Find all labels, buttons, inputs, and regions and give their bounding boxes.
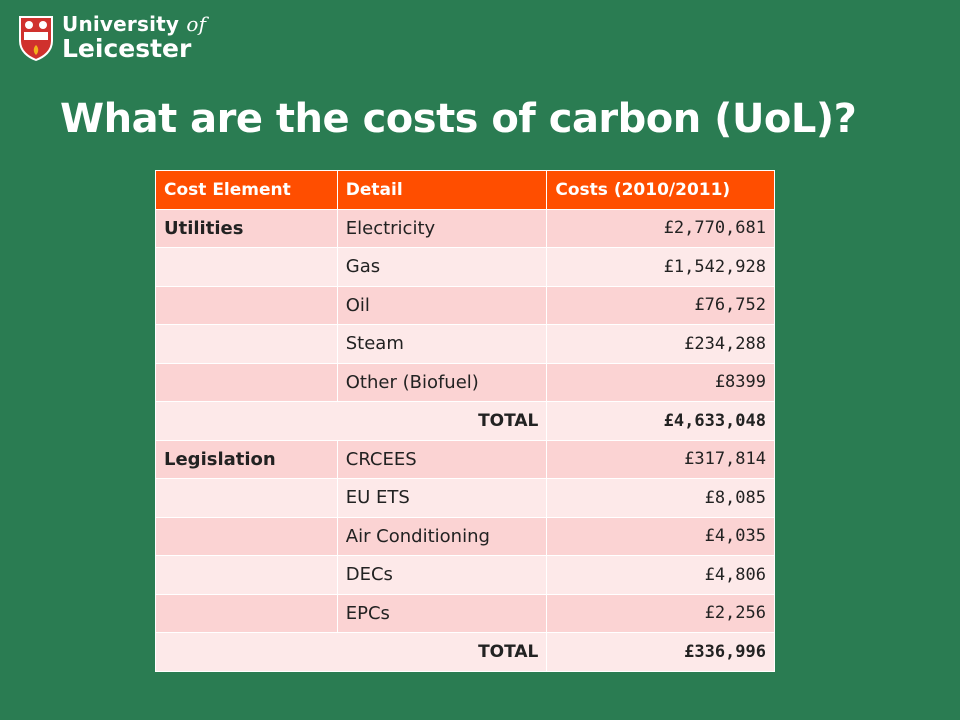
column-header-costs: Costs (2010/2011)	[546, 170, 775, 210]
table-row: Gas £1,542,928	[155, 247, 775, 287]
column-header-detail: Detail	[336, 170, 548, 210]
cell-cost: £2,770,681	[546, 208, 775, 248]
total-row: TOTAL £4,633,048	[154, 401, 775, 441]
cell-detail: Air Conditioning	[336, 516, 548, 556]
cell-category	[155, 516, 338, 556]
cell-detail: EPCs	[336, 593, 548, 633]
column-header-cost-element: Cost Element	[155, 170, 338, 210]
cell-category	[155, 555, 338, 595]
total-row: TOTAL £336,996	[154, 632, 775, 672]
cell-detail: Oil	[336, 285, 548, 325]
slide-title: What are the costs of carbon (UoL)?	[60, 96, 857, 142]
logo-word-university: University	[62, 12, 180, 36]
cell-detail: DECs	[336, 555, 548, 595]
cell-category	[155, 324, 338, 364]
cell-category: Utilities	[155, 208, 338, 248]
cell-detail: Other (Biofuel)	[336, 362, 548, 402]
cell-category	[155, 285, 338, 325]
university-logo: University of Leicester	[18, 14, 206, 61]
cell-cost: £8399	[546, 362, 775, 402]
cell-cost: £317,814	[546, 439, 775, 479]
total-label: TOTAL	[154, 401, 548, 441]
cell-category	[155, 362, 338, 402]
table-row: Steam £234,288	[155, 324, 775, 364]
logo-word-leicester: Leicester	[62, 34, 192, 63]
cell-cost: £1,542,928	[546, 247, 775, 287]
cell-cost: £8,085	[546, 478, 775, 518]
cell-detail: Electricity	[336, 208, 548, 248]
cell-detail: Gas	[336, 247, 548, 287]
table-row: Oil £76,752	[155, 285, 775, 325]
cell-cost: £4,035	[546, 516, 775, 556]
table-row: EPCs £2,256	[155, 593, 775, 633]
table-row: EU ETS £8,085	[155, 478, 775, 518]
total-label: TOTAL	[154, 632, 548, 672]
cell-category	[155, 593, 338, 633]
crest-icon	[19, 15, 53, 61]
cell-cost: £2,256	[546, 593, 775, 633]
cell-detail: CRCEES	[336, 439, 548, 479]
cell-cost: £4,806	[546, 555, 775, 595]
cost-table: Cost Element Detail Costs (2010/2011) Ut…	[154, 170, 775, 672]
table-row: Utilities Electricity £2,770,681	[155, 208, 775, 248]
table-header-row: Cost Element Detail Costs (2010/2011)	[155, 170, 775, 210]
table-row: Legislation CRCEES £317,814	[155, 439, 775, 479]
total-value: £336,996	[546, 632, 775, 672]
cell-category: Legislation	[155, 439, 338, 479]
cell-cost: £234,288	[546, 324, 775, 364]
cell-category	[155, 247, 338, 287]
total-value: £4,633,048	[546, 401, 775, 441]
cell-detail: Steam	[336, 324, 548, 364]
table-row: DECs £4,806	[155, 555, 775, 595]
table-row: Other (Biofuel) £8399	[155, 362, 775, 402]
cell-detail: EU ETS	[336, 478, 548, 518]
table-row: Air Conditioning £4,035	[155, 516, 775, 556]
cell-cost: £76,752	[546, 285, 775, 325]
logo-word-of: of	[186, 12, 207, 36]
cell-category	[155, 478, 338, 518]
